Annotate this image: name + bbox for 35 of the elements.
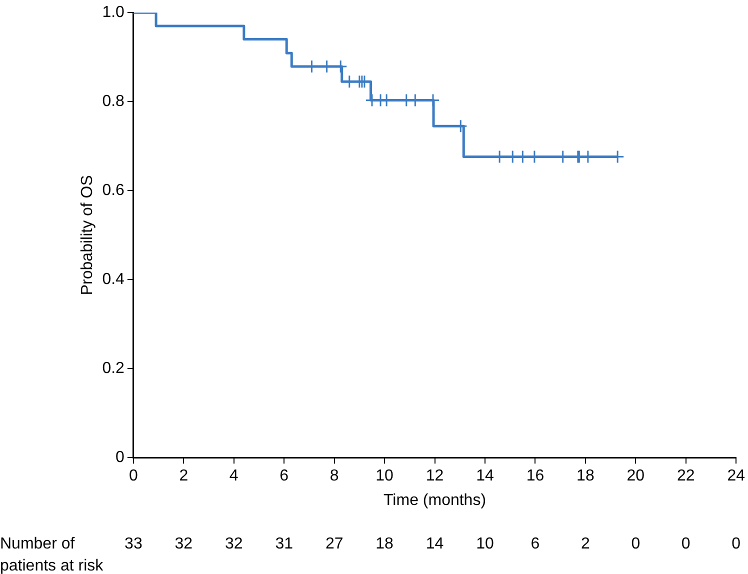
- x-tick-label: 16: [526, 468, 544, 485]
- text: 14: [426, 535, 444, 552]
- text: 0: [732, 535, 741, 552]
- text: 10: [476, 535, 494, 552]
- y-tick-label: 0.8: [102, 93, 125, 110]
- text: 18: [376, 535, 394, 552]
- x-tick-label: 0: [128, 468, 138, 485]
- text: 6: [530, 535, 540, 552]
- text: 2: [580, 535, 590, 552]
- y-tick-label: 0.4: [102, 271, 125, 288]
- x-tick-label: 2: [179, 468, 188, 485]
- y-tick-label: 1.0: [102, 4, 125, 22]
- text: 32: [224, 535, 243, 552]
- text: 0: [631, 535, 640, 552]
- text: 0: [681, 535, 690, 552]
- y-tick-label: 0: [116, 449, 125, 466]
- x-tick-label: 10: [376, 468, 394, 485]
- text: Number of patients at risk: [0, 535, 104, 574]
- text: 27: [325, 535, 344, 552]
- y-tick-label: 0.2: [102, 360, 125, 378]
- text: 32: [174, 535, 193, 552]
- x-tick-label: 18: [576, 468, 594, 485]
- x-tick-label: 20: [626, 468, 645, 485]
- x-tick-label: 22: [676, 468, 695, 485]
- x-tick-label: 8: [330, 468, 339, 485]
- y-tick-label: 0.6: [102, 182, 125, 200]
- x-tick-label: 24: [727, 468, 746, 485]
- x-axis-title: Time (months): [384, 492, 486, 509]
- x-tick-label: 6: [280, 468, 289, 485]
- x-tick-label: 12: [426, 468, 444, 485]
- x-tick-label: 4: [229, 468, 238, 485]
- text: 33: [124, 535, 142, 552]
- text: 31: [275, 535, 294, 552]
- y-axis-title: Probability of OS: [79, 175, 96, 296]
- x-tick-label: 14: [476, 468, 494, 485]
